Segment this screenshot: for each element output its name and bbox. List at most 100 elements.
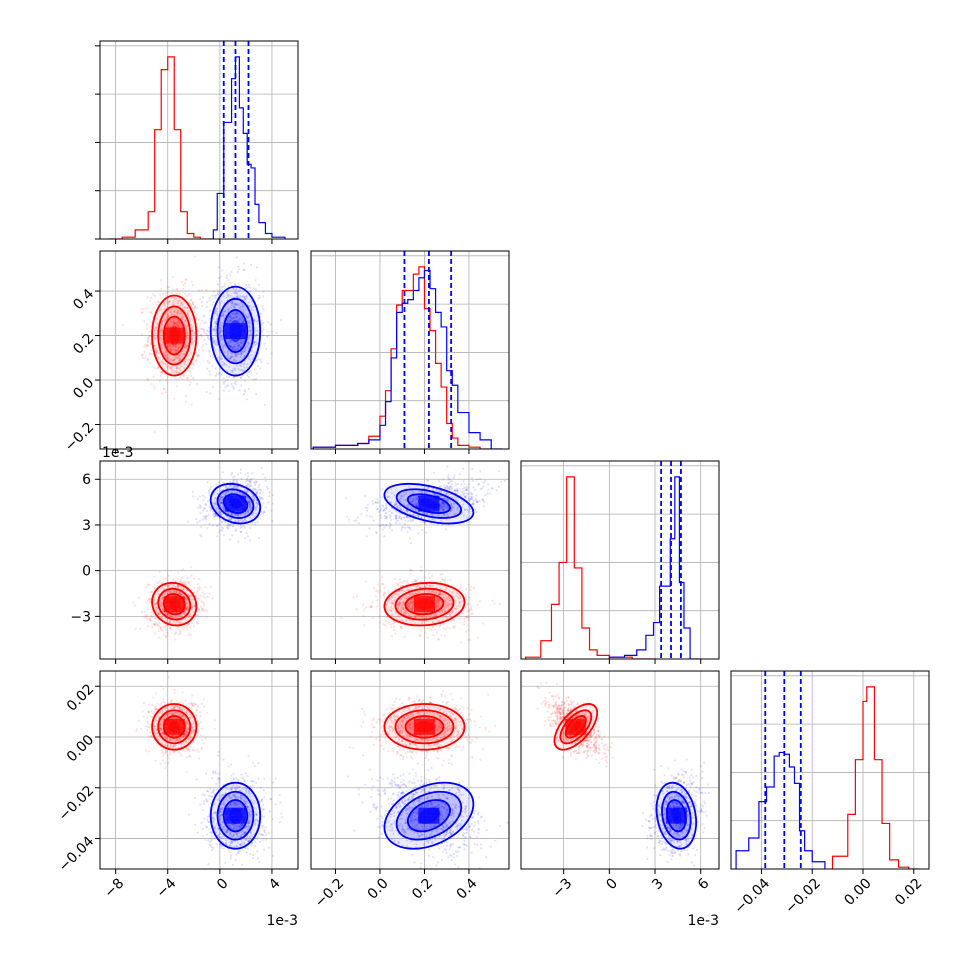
sample-point: [177, 309, 180, 313]
sample-point: [371, 601, 374, 604]
sample-point: [239, 368, 242, 372]
sample-point: [208, 349, 211, 352]
sample-point: [175, 312, 178, 315]
sample-point: [195, 591, 199, 594]
sample-point: [176, 323, 179, 326]
sample-point: [174, 585, 177, 589]
sample-point: [183, 305, 186, 309]
density-cell: [238, 323, 246, 332]
sample-point: [198, 610, 201, 613]
density-cell: [427, 596, 435, 605]
sample-point: [186, 378, 190, 381]
sample-point: [238, 287, 242, 291]
sample-point: [159, 308, 163, 311]
sample-point: [222, 508, 226, 511]
sample-point: [184, 278, 187, 282]
sample-point: [240, 302, 243, 305]
sample-point: [458, 597, 461, 600]
sample-point: [390, 600, 394, 603]
sample-point: [255, 333, 258, 337]
sample-point: [205, 342, 208, 346]
sample-point: [214, 502, 217, 505]
sample-point: [233, 382, 236, 385]
sample-point: [220, 329, 223, 333]
sample-point: [191, 330, 194, 333]
sample-point: [192, 377, 195, 380]
sample-point: [476, 500, 479, 503]
sample-point: [402, 516, 406, 520]
sample-point: [175, 379, 178, 382]
sample-point: [203, 593, 206, 596]
sample-point: [236, 353, 239, 356]
sample-point: [398, 504, 401, 507]
sample-point: [418, 589, 422, 593]
sample-point: [158, 636, 161, 639]
sample-point: [205, 301, 209, 304]
sample-point: [233, 358, 236, 361]
sample-point: [185, 331, 188, 334]
sample-point: [436, 598, 439, 602]
sample-point: [226, 320, 229, 323]
sample-point: [368, 605, 372, 608]
sample-point: [176, 312, 179, 315]
sample-point: [204, 502, 207, 506]
sample-point: [171, 616, 174, 619]
sample-point: [430, 590, 433, 594]
sample-point: [442, 502, 445, 505]
sample-point: [176, 571, 180, 574]
sample-point: [226, 292, 229, 295]
sample-point: [393, 503, 396, 507]
sample-point: [458, 600, 461, 603]
sample-point: [222, 507, 226, 510]
sample-point: [230, 355, 233, 358]
sample-point: [482, 485, 485, 488]
sample-point: [244, 297, 247, 300]
sample-point: [388, 598, 391, 601]
sample-point: [182, 284, 185, 287]
sample-point: [246, 484, 250, 487]
sample-point: [252, 498, 256, 501]
sample-point: [178, 312, 182, 315]
sample-point: [175, 366, 179, 369]
sample-point: [179, 585, 182, 588]
sample-point: [246, 496, 249, 499]
sample-point: [205, 329, 209, 332]
sample-point: [454, 489, 457, 492]
sample-point: [179, 375, 183, 379]
sample-point: [398, 618, 401, 621]
sample-point: [245, 490, 248, 493]
sample-point: [204, 332, 207, 335]
sample-point: [216, 313, 219, 316]
sample-point: [466, 603, 470, 606]
sample-point: [221, 506, 225, 509]
sample-point: [471, 612, 474, 615]
sample-point: [187, 582, 190, 585]
sample-point: [239, 352, 242, 355]
sample-point: [258, 488, 262, 491]
sample-point: [188, 315, 191, 318]
sample-point: [241, 492, 244, 495]
sample-point: [388, 516, 391, 519]
sample-point: [184, 359, 187, 362]
sample-point: [250, 353, 254, 357]
sample-point: [232, 484, 235, 487]
sample-point: [435, 631, 438, 634]
sample-point: [231, 304, 234, 307]
sample-point: [172, 594, 175, 597]
sample-point: [262, 328, 265, 331]
sample-point: [178, 324, 181, 327]
sample-point: [248, 305, 251, 308]
sample-point: [246, 345, 249, 348]
sample-point: [219, 356, 222, 359]
sample-point: [235, 486, 239, 489]
sample-point: [174, 322, 177, 325]
sample-point: [174, 580, 178, 583]
sample-point: [169, 626, 172, 629]
sample-point: [159, 371, 163, 374]
sample-point: [141, 610, 144, 614]
sample-point: [196, 322, 199, 325]
sample-point: [211, 597, 214, 600]
sample-point: [170, 348, 173, 351]
sample-point: [444, 578, 447, 581]
sample-point: [229, 319, 232, 323]
